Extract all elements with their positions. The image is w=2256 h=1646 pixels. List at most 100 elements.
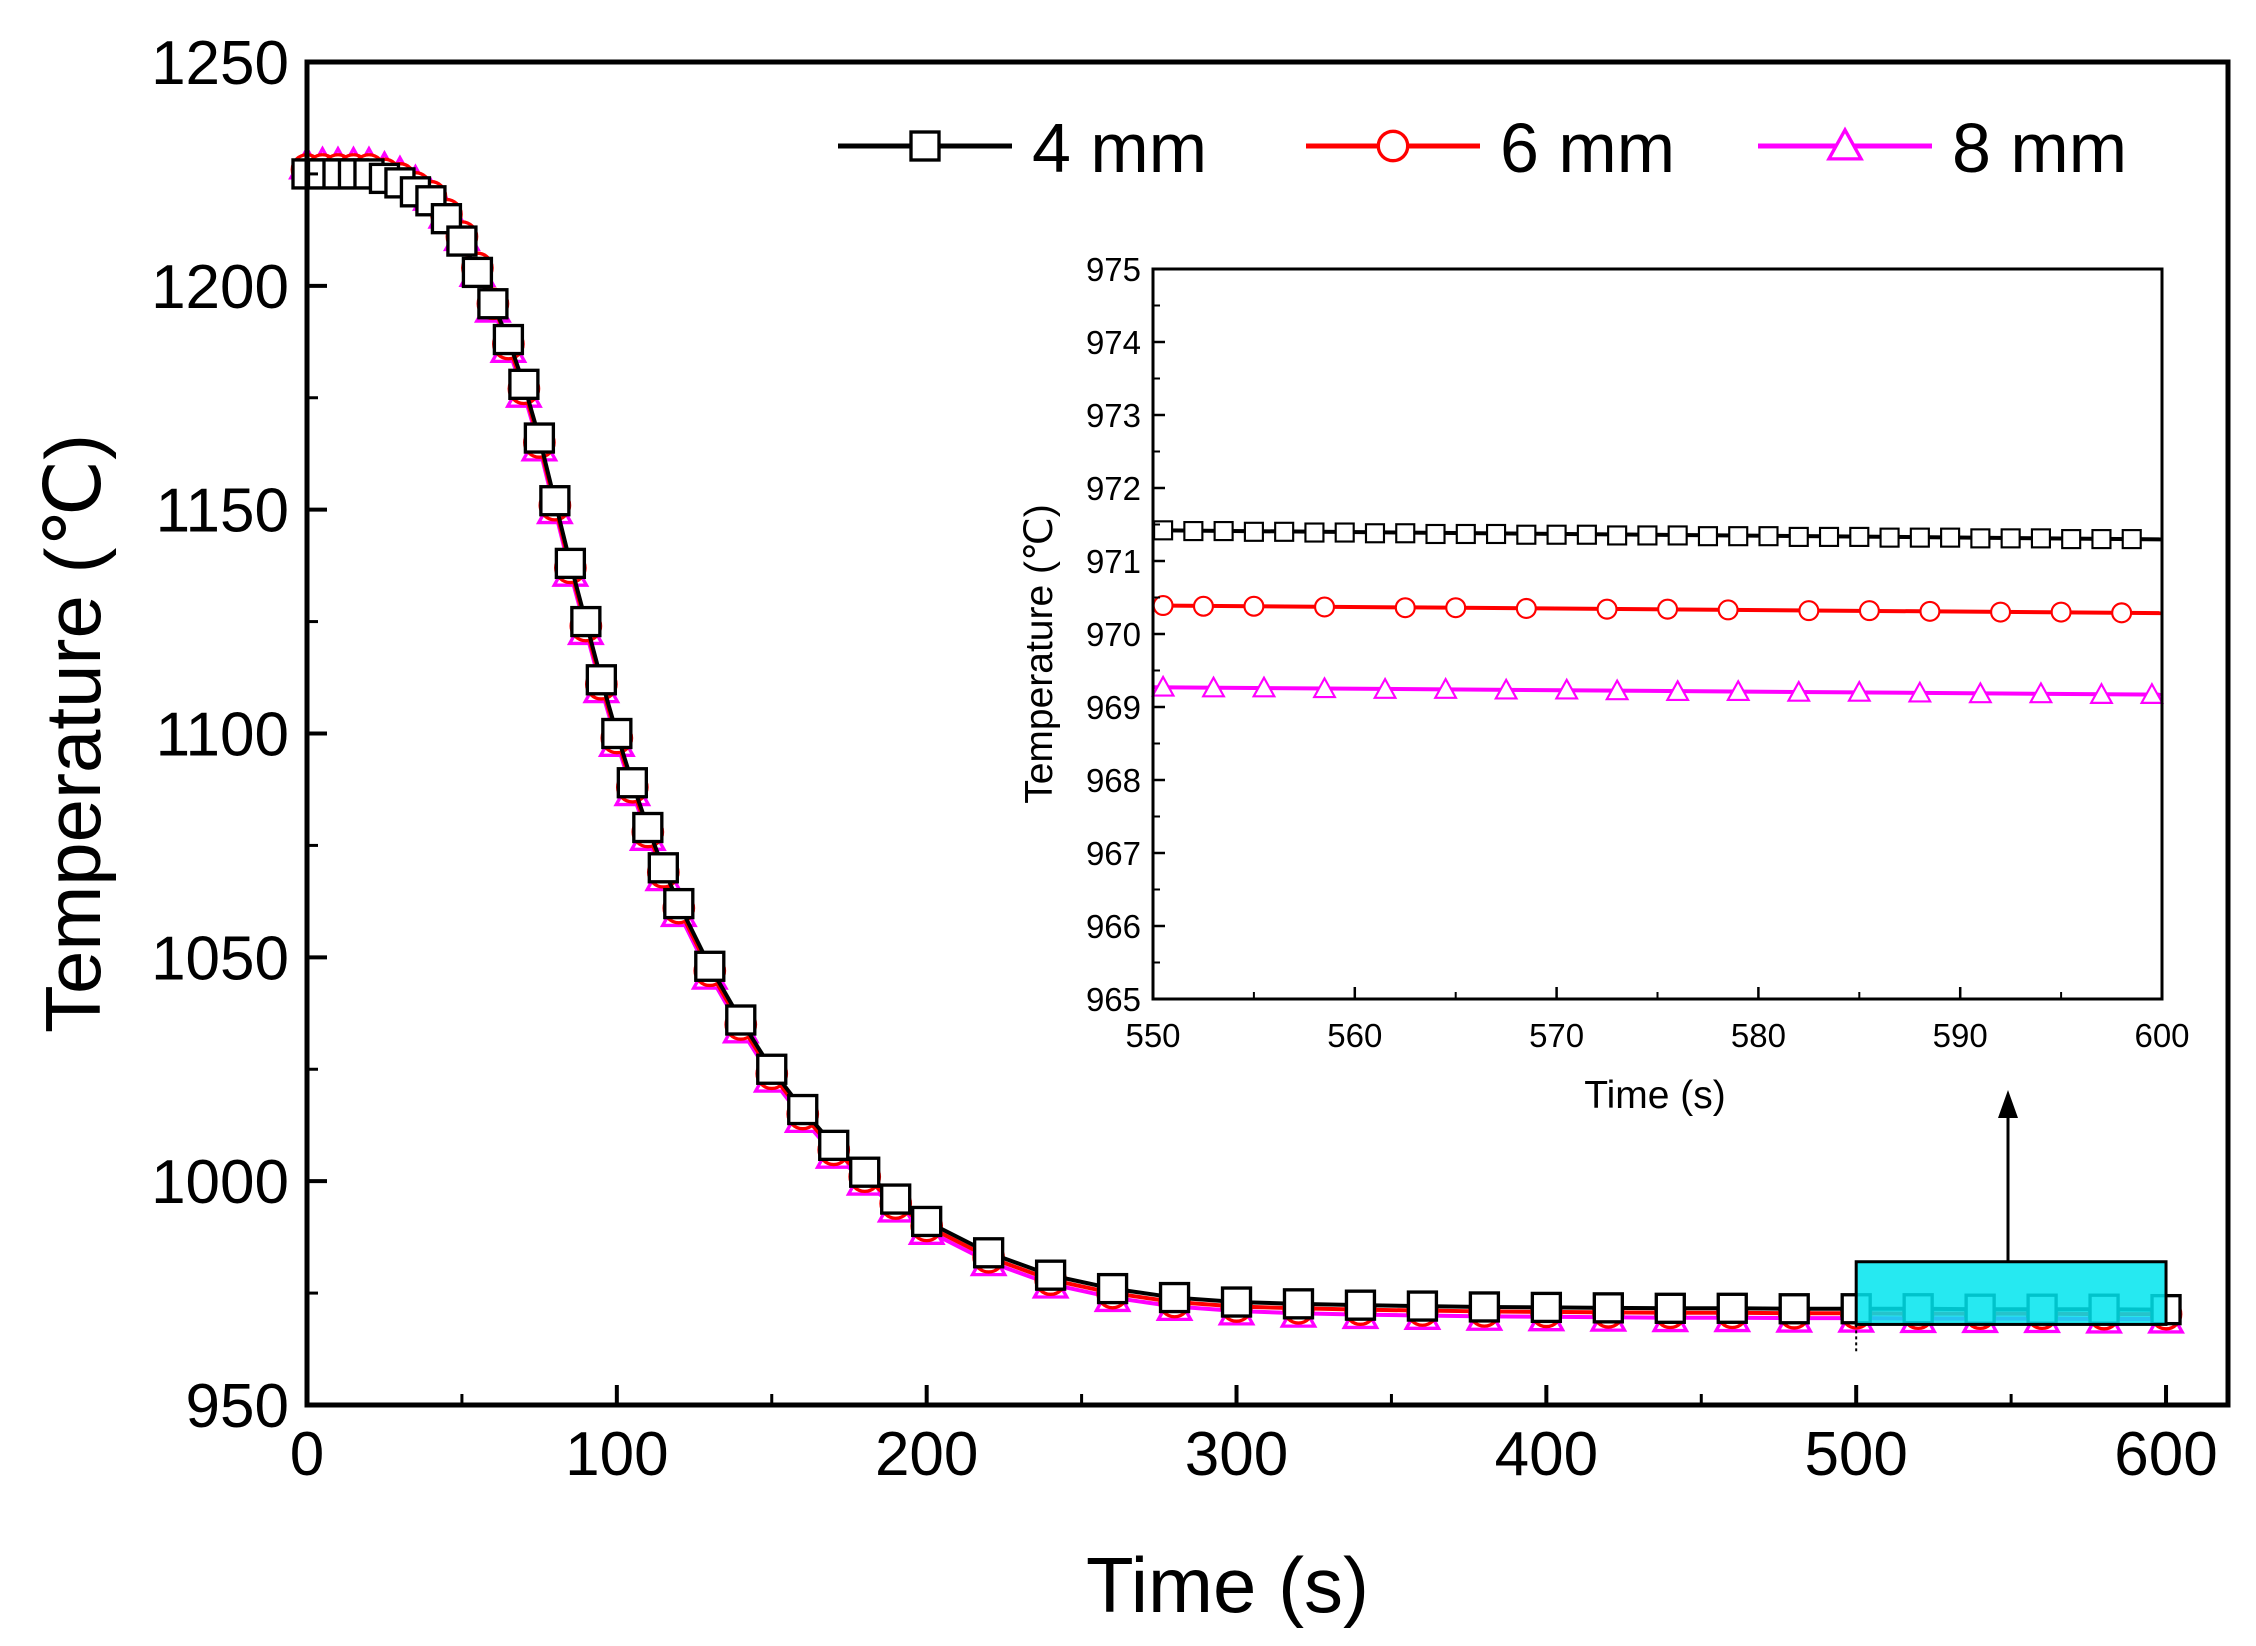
inset-data-point [1818,526,1840,547]
inset-data-point [1243,521,1264,542]
inset-data-point [1665,679,1690,702]
inset-data-point [1493,677,1519,700]
inset-data-point [1637,525,1658,546]
main-x-tick-label: 100 [565,1420,668,1489]
inset-data-point [1372,676,1398,699]
inset-data-point [2139,682,2165,704]
inset-data-point [1970,528,1991,549]
main-data-point [1220,1286,1253,1318]
inset-data-point [1546,524,1567,545]
main-data-point [539,485,571,517]
legend-label: 6 mm [1500,109,1675,187]
inset-data-point [1485,523,1507,545]
inset-data-point [1334,522,1355,543]
inset-y-tick-label: 972 [1086,470,1141,507]
inset-plot: 550 560 570 580 590 600 965 966 967 968 969 970 971 9… [1018,251,2190,1262]
inset-y-tick-label: 967 [1086,835,1141,872]
legend-item-8mm: 8 mm [1758,109,2127,187]
inset-data-point [1395,523,1416,544]
main-y-tick-label: 1150 [156,477,289,546]
inset-y-axis-title: Temperature (℃) [1018,504,1061,804]
inset-y-tick-label: 973 [1086,397,1141,434]
inset-x-tick-label: 590 [1933,1017,1988,1054]
inset-data-point [1445,597,1467,619]
inset-data-point [1919,600,1941,622]
inset-data-point [1697,526,1719,547]
zoom-arrow [1998,1090,2018,1262]
main-data-point [492,323,525,356]
inset-data-point [1849,526,1870,547]
inset-data-point [1314,596,1336,618]
main-x-tick-label: 600 [2114,1420,2217,1489]
inset-data-point [1604,678,1630,701]
inset-data-point [1455,523,1476,545]
inset-data-point [2089,682,2114,704]
inset-data-point [1274,521,1295,542]
inset-y-tick-label: 975 [1086,251,1141,288]
main-data-point [523,422,556,454]
legend-item-4mm: 4 mm [838,109,1207,187]
inset-background [1153,269,2162,999]
main-data-point [818,1129,850,1162]
main-data-point [461,256,494,289]
inset-data-point [2121,529,2142,550]
main-x-tick-label: 0 [290,1420,324,1489]
inset-data-point [1726,679,1751,702]
main-data-point [880,1183,912,1215]
main-data-point [554,547,587,580]
main-data-point [972,1237,1005,1269]
main-x-tick-label: 500 [1804,1420,1907,1489]
main-y-tick-label: 950 [186,1372,289,1441]
inset-data-point [1728,526,1749,547]
inset-data-point [1786,679,1811,702]
inset-data-point [1213,520,1234,542]
main-data-point [1282,1288,1315,1320]
inset-y-tick-label: 969 [1086,689,1141,726]
inset-data-point [1596,598,1618,620]
inset-y-tick-label: 970 [1086,616,1141,653]
main-data-point [725,1004,757,1036]
inset-y-tick-label: 966 [1086,908,1141,945]
inset-data-point [1516,524,1537,545]
inset-data-point [1304,522,1325,543]
inset-data-point [1192,595,1214,617]
inset-data-point [1798,600,1820,622]
legend-marker [909,130,941,162]
inset-x-tick-label: 570 [1529,1017,1584,1054]
main-data-point [849,1156,881,1188]
inset-data-point [1243,595,1265,617]
main-data-point [1530,1291,1563,1324]
inset-data-point [1554,677,1579,700]
main-data-point [1034,1259,1067,1291]
main-data-point [911,1205,943,1238]
inset-data-point [2000,528,2021,549]
main-data-point [601,717,633,750]
inset-data-point [2091,529,2112,550]
main-x-tick-label: 400 [1495,1420,1598,1489]
inset-data-point [2028,681,2054,704]
inset-data-point [1667,525,1688,546]
inset-data-point [2050,601,2072,623]
main-x-tick-label: 200 [875,1420,978,1489]
main-data-point [570,605,602,638]
main-data-point [787,1093,819,1126]
inset-series-6mm [1152,595,2163,624]
main-data-point [477,288,509,320]
inset-data-point [2061,529,2082,550]
inset-y-tick-label: 974 [1086,324,1141,361]
inset-data-point [1758,526,1779,547]
legend: 4 mm 6 mm 8 mm [838,109,2127,187]
inset-y-tick-label: 965 [1086,981,1141,1018]
inset-data-point [2030,528,2051,549]
legend-marker [1826,126,1864,161]
inset-y-tick-label: 968 [1086,762,1141,799]
main-data-point [1716,1292,1748,1324]
inset-data-point [1907,680,1933,703]
inset-data-point [1788,526,1809,547]
inset-data-point [1425,523,1446,545]
main-data-point [694,950,726,982]
main-y-tick-label: 1050 [151,924,289,993]
main-data-point [1654,1292,1686,1324]
highlight-region [1854,1260,2168,1326]
main-data-point [663,887,695,920]
